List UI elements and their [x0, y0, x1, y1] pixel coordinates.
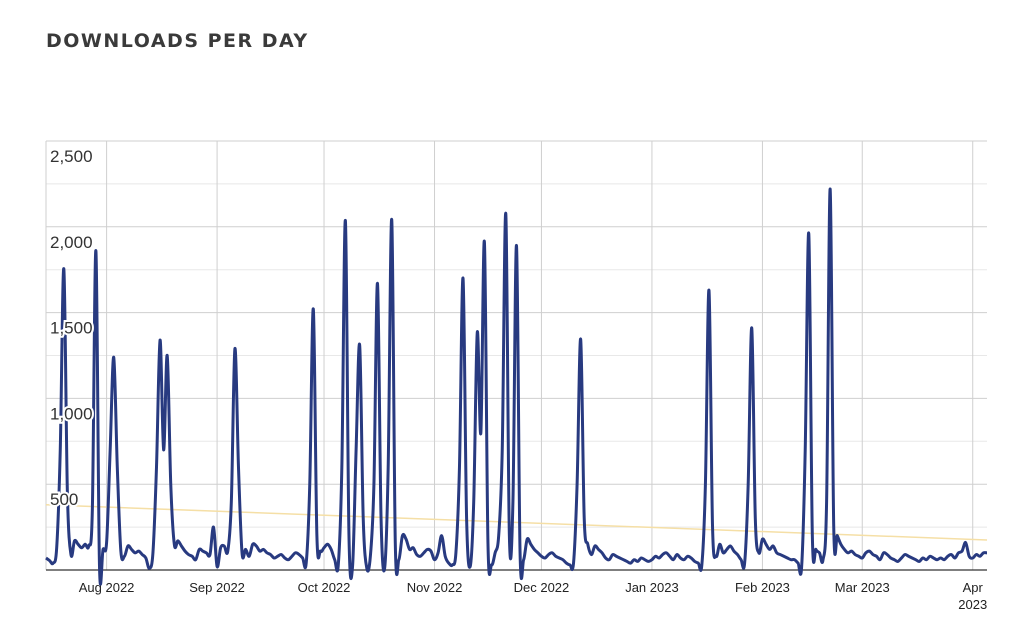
trend-line	[45, 504, 988, 541]
y-tick-label: 1,500	[50, 319, 93, 338]
chart-title: DOWNLOADS PER DAY	[46, 30, 309, 52]
x-tick-label: Feb 2023	[735, 580, 790, 595]
y-tick-label: 1,000	[50, 404, 93, 423]
x-tick-label: Aug 2022	[79, 580, 135, 595]
y-tick-label: 500	[50, 490, 78, 509]
series-line	[45, 187, 988, 586]
x-tick-label: Nov 2022	[407, 580, 463, 595]
x-tick-label: Apr 2023	[958, 580, 987, 612]
y-tick-label: 2,000	[50, 233, 93, 252]
x-tick-label: Dec 2022	[514, 580, 570, 595]
x-tick-label: Oct 2022	[298, 580, 351, 595]
x-tick-label: Sep 2022	[189, 580, 245, 595]
x-tick-label: Mar 2023	[835, 580, 890, 595]
x-tick-label: Jan 2023	[625, 580, 679, 595]
y-tick-label: 2,500	[50, 147, 93, 166]
